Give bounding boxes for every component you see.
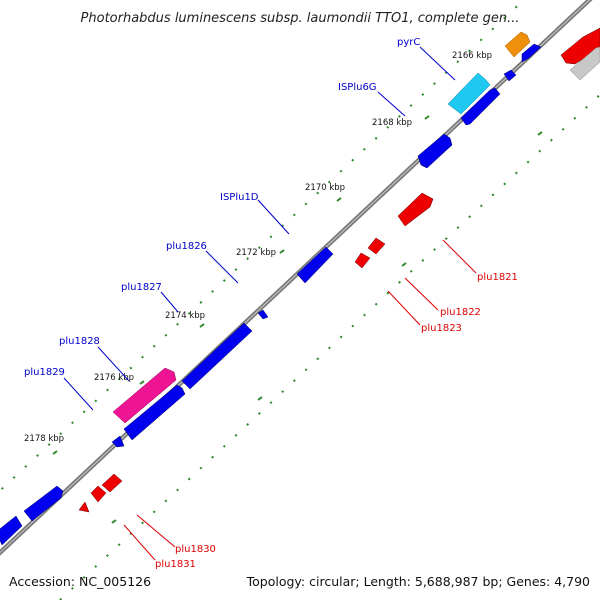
tick-label-2168: 2168 kbp [372, 118, 412, 128]
tick-mark [199, 323, 205, 328]
gene-forward[interactable] [111, 435, 125, 448]
gene-label-pyrc[interactable]: pyrC [397, 37, 420, 48]
gene-label-plu1821[interactable]: plu1821 [477, 272, 518, 283]
tick-label-2178: 2178 kbp [24, 434, 64, 444]
gene-reverse[interactable] [101, 473, 123, 493]
tick-mark [279, 249, 285, 254]
gene-label-plu1827[interactable]: plu1827 [121, 282, 162, 293]
gene-reverse[interactable] [90, 485, 107, 503]
leader-plu1830 [136, 514, 176, 548]
tick-mark [336, 197, 342, 202]
tick-mark [139, 380, 145, 385]
gene-label-plu1828[interactable]: plu1828 [59, 336, 100, 347]
gene-isplu6g[interactable] [447, 72, 491, 115]
gene-forward[interactable] [521, 43, 542, 63]
tick-label-2166: 2166 kbp [452, 51, 492, 61]
gene-label-plu1826[interactable]: plu1826 [166, 241, 207, 252]
leader-plu1831 [123, 524, 156, 561]
leader-plu1827 [160, 291, 179, 313]
leader-plu1821 [442, 239, 477, 274]
tick-mark [401, 262, 407, 267]
gene-reverse[interactable] [560, 27, 600, 65]
tick-mark [537, 131, 543, 136]
topology-text: Topology: circular; Length: 5,688,987 bp… [246, 574, 590, 589]
leader-pyrc [419, 46, 456, 81]
gene-label-plu1829[interactable]: plu1829 [24, 367, 65, 378]
tick-label-2172: 2172 kbp [236, 248, 276, 258]
gene-label-plu1831[interactable]: plu1831 [155, 559, 196, 570]
gene-forward[interactable] [417, 133, 453, 169]
gene-forward[interactable] [503, 69, 517, 82]
tick-label-2176: 2176 kbp [94, 373, 134, 383]
gene-label-isplu6g[interactable]: ISPlu6G [338, 82, 377, 93]
tick-mark [111, 519, 117, 524]
gene-forward[interactable] [0, 515, 23, 546]
gene-reverse[interactable] [78, 501, 90, 513]
tick-mark [257, 396, 263, 401]
gene-reverse[interactable] [367, 237, 386, 255]
gene-label-plu1823[interactable]: plu1823 [421, 323, 462, 334]
gene-forward[interactable] [460, 87, 501, 126]
leader-plu1823 [387, 290, 421, 326]
gene-pyrc[interactable] [504, 31, 531, 58]
gene-forward[interactable] [296, 246, 334, 284]
tick-mark [424, 115, 430, 120]
gene-reverse[interactable] [354, 252, 371, 269]
gene-forward[interactable] [181, 322, 253, 390]
gene-forward[interactable] [257, 309, 269, 320]
tick-label-2174: 2174 kbp [165, 311, 205, 321]
gene-label-isplu1d[interactable]: ISPlu1D [220, 192, 259, 203]
gene-plu1828[interactable] [112, 367, 177, 424]
tick-track-reverse [59, 93, 600, 600]
leader-plu1828 [97, 346, 130, 382]
gene-label-plu1822[interactable]: plu1822 [440, 307, 481, 318]
accession-text: Accession: NC_005126 [9, 574, 151, 589]
gene-forward[interactable] [123, 384, 186, 441]
map-title: Photorhabdus luminescens subsp. laumondi… [81, 11, 520, 26]
tick-mark [52, 450, 58, 455]
leader-isplu6g [377, 91, 406, 117]
gene-forward[interactable] [23, 485, 64, 522]
leader-plu1822 [404, 277, 439, 311]
backbone-highlight [0, 0, 591, 554]
leader-plu1826 [205, 250, 239, 284]
gene-label-plu1830[interactable]: plu1830 [175, 544, 216, 555]
leader-isplu1d [257, 199, 290, 235]
gene-reverse[interactable] [397, 192, 434, 227]
leader-plu1829 [63, 377, 94, 411]
tick-label-2170: 2170 kbp [305, 183, 345, 193]
gene-gray[interactable] [569, 46, 600, 81]
